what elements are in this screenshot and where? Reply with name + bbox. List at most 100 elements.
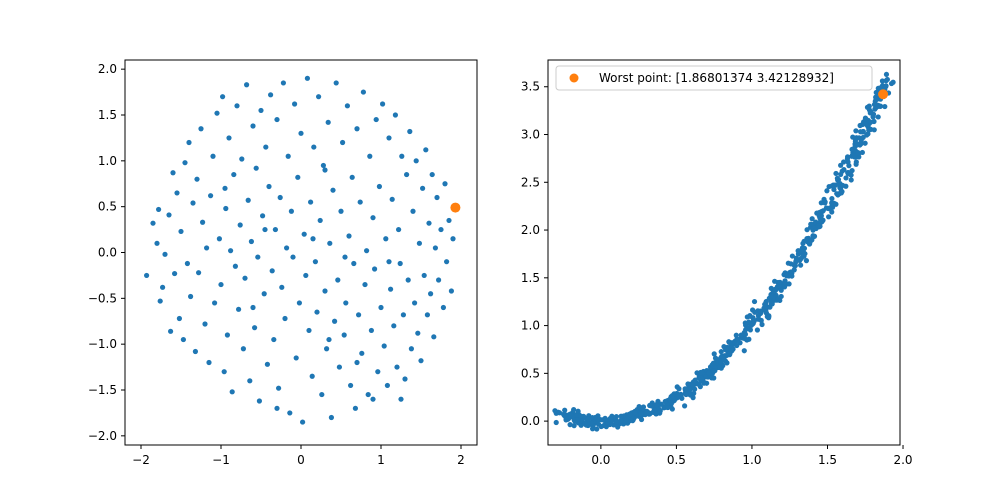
right-data-point — [751, 318, 757, 324]
left-data-point — [298, 130, 304, 136]
left-data-point — [322, 167, 328, 173]
left-data-point — [362, 281, 368, 288]
left-data-point — [317, 217, 323, 224]
left-data-points — [144, 75, 461, 425]
right-data-point — [826, 214, 832, 220]
left-y-tick-label: −0.5 — [88, 291, 117, 305]
left-data-point — [344, 103, 350, 109]
left-data-point — [356, 312, 362, 318]
left-data-point — [440, 304, 446, 311]
left-data-point — [348, 382, 354, 389]
right-data-point — [877, 103, 883, 110]
right-data-point — [571, 423, 577, 429]
left-data-point — [214, 110, 220, 116]
right-data-point — [852, 136, 859, 142]
right-data-point — [690, 395, 696, 401]
left-data-point — [296, 300, 302, 306]
left-data-point — [226, 135, 232, 141]
left-data-point — [370, 215, 376, 221]
left-data-point — [236, 306, 242, 312]
right-data-point — [845, 171, 851, 177]
right-data-point — [698, 369, 704, 376]
left-data-point — [232, 263, 238, 269]
right-data-point — [836, 180, 842, 186]
left-data-point — [412, 300, 418, 306]
left-data-point — [223, 205, 229, 212]
right-data-point — [746, 319, 752, 325]
left-data-point — [325, 119, 331, 125]
left-data-point — [157, 298, 163, 304]
right-data-point — [718, 349, 724, 355]
right-data-point — [838, 162, 844, 168]
left-data-point — [192, 348, 198, 355]
left-data-point — [262, 226, 268, 233]
left-data-point — [392, 112, 398, 118]
right-data-point — [777, 279, 783, 286]
left-data-point — [204, 245, 210, 251]
left-data-point — [320, 162, 326, 169]
right-data-point — [647, 402, 653, 409]
right-y-tick-label: 0.5 — [521, 366, 540, 380]
left-data-point — [282, 315, 288, 322]
left-data-point — [429, 171, 435, 178]
left-data-point — [221, 369, 227, 375]
left-data-point — [269, 268, 275, 274]
right-x-tick-label: 0.5 — [667, 453, 686, 467]
right-data-point — [632, 410, 638, 416]
left-data-point — [276, 385, 282, 391]
left-data-point — [407, 128, 413, 135]
left-data-point — [357, 199, 363, 205]
left-data-point — [255, 254, 261, 260]
right-data-point — [683, 386, 689, 392]
left-data-point — [351, 260, 357, 267]
right-data-point — [866, 127, 872, 133]
left-data-point — [343, 300, 349, 306]
right-data-point — [613, 418, 620, 425]
right-data-point — [668, 400, 674, 406]
left-data-point — [428, 291, 434, 297]
right-data-point — [585, 416, 591, 422]
left-data-point — [218, 281, 224, 288]
left-y-tick-label: 0.0 — [98, 246, 117, 260]
left-data-point — [314, 309, 320, 315]
right-data-point — [676, 394, 682, 400]
left-data-point — [280, 80, 286, 86]
left-data-point — [212, 300, 218, 306]
right-data-point — [552, 408, 558, 414]
left-data-point — [234, 103, 240, 109]
right-data-point — [742, 331, 748, 338]
left-y-axis-ticks: −2.0 −1.5 −1.0 −0.5 0.0 0.5 1.0 1.5 2.0 — [88, 62, 125, 443]
right-x-axis-ticks: 0.0 0.5 1.0 1.5 2.0 — [591, 445, 913, 467]
left-data-point — [432, 245, 438, 251]
left-data-point — [380, 101, 386, 107]
left-data-point — [367, 153, 373, 159]
left-data-point — [268, 92, 274, 98]
right-data-point — [657, 408, 663, 414]
right-data-point — [697, 384, 703, 390]
right-y-axis-ticks: 0.0 0.5 1.0 1.5 2.0 2.5 3.0 3.5 — [521, 80, 548, 428]
left-data-point — [194, 176, 200, 182]
left-data-point — [322, 288, 328, 294]
right-data-point — [556, 410, 563, 416]
right-data-point — [843, 175, 849, 181]
right-data-point — [802, 251, 808, 257]
right-data-point — [833, 201, 839, 207]
left-data-point — [349, 174, 355, 180]
right-data-point — [863, 121, 869, 127]
left-data-point — [190, 200, 196, 206]
right-data-point — [747, 313, 753, 319]
left-data-point — [423, 147, 429, 153]
right-data-point — [665, 404, 671, 411]
right-data-point — [615, 424, 621, 430]
right-data-point — [757, 308, 763, 314]
right-data-point — [605, 419, 611, 425]
right-data-point — [589, 414, 596, 421]
right-data-point — [564, 414, 570, 420]
right-data-point — [829, 200, 835, 206]
legend: Worst point: [1.86801374 3.42128932] — [555, 65, 873, 91]
left-data-point — [242, 275, 248, 281]
right-data-point — [723, 347, 729, 353]
left-data-point — [316, 94, 322, 100]
left-data-point — [271, 336, 277, 343]
left-data-point — [253, 165, 259, 171]
